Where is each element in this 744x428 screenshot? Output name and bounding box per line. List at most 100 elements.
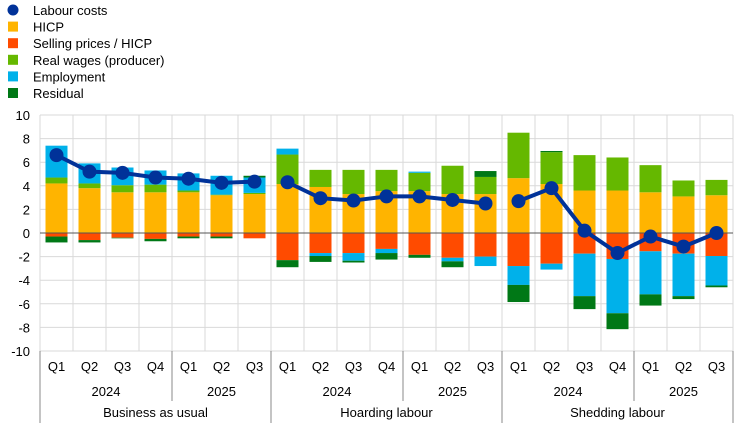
bar-residual [111,237,134,239]
bar-selling-prices-hicp [573,233,596,254]
bar-employment [342,253,365,261]
bar-selling-prices-hicp [375,233,398,249]
bar-real-wages-producer- [177,190,200,193]
legend-marker-square [8,88,18,98]
bar-real-wages-producer- [144,184,167,193]
line-point [379,189,394,204]
x-tick-label: Q3 [708,359,725,374]
bar-real-wages-producer- [243,192,266,195]
bar-employment [672,253,695,297]
line-point [676,239,691,254]
legend-label: Real wages (producer) [33,53,165,68]
legend-label: Residual [33,86,84,101]
year-label: 2025 [669,384,698,399]
x-tick-label: Q3 [576,359,593,374]
bar-employment [507,266,530,285]
bar-residual [408,254,431,258]
bar-selling-prices-hicp [144,233,167,239]
bar-selling-prices-hicp [309,233,332,254]
bar-residual [474,171,497,177]
bar-selling-prices-hicp [210,233,233,237]
x-tick-label: Q2 [213,359,230,374]
line-point [577,223,592,238]
line-point [148,170,163,185]
x-tick-label: Q3 [345,359,362,374]
x-tick-label: Q1 [642,359,659,374]
bar-hicp [276,184,299,233]
year-label: 2025 [438,384,467,399]
x-tick-label: Q2 [81,359,98,374]
bar-hicp [210,195,233,233]
bar-real-wages-producer- [573,155,596,191]
x-tick-label: Q4 [378,359,395,374]
bar-selling-prices-hicp [243,233,266,239]
bar-hicp [408,191,431,233]
bar-hicp [705,195,728,233]
bar-residual [441,261,464,268]
bar-hicp [111,192,134,233]
line-point [445,192,460,207]
bar-real-wages-producer- [672,180,695,197]
bar-hicp [639,192,662,233]
line-point [643,229,658,244]
bar-employment [573,253,596,297]
bar-employment [606,258,629,314]
bar-residual [573,296,596,310]
bar-residual [705,285,728,288]
x-tick-label: Q1 [279,359,296,374]
bar-residual [276,260,299,268]
year-label: 2024 [92,384,121,399]
bar-employment [540,263,563,270]
x-tick-label: Q3 [114,359,131,374]
line-point [313,191,328,206]
y-tick-label: 8 [23,132,30,147]
line-point [247,174,262,189]
bar-selling-prices-hicp [177,233,200,237]
x-tick-label: Q3 [246,359,263,374]
bar-employment [276,148,299,155]
bar-selling-prices-hicp [705,233,728,257]
legend-label: Selling prices / HICP [33,36,152,51]
bar-residual [309,256,332,262]
bar-residual [606,313,629,330]
x-tick-label: Q4 [609,359,626,374]
legend-label: Employment [33,69,106,84]
bar-residual [177,236,200,239]
y-tick-label: -8 [18,320,30,335]
bar-selling-prices-hicp [540,233,563,264]
x-tick-label: Q1 [48,359,65,374]
bar-hicp [375,191,398,233]
bar-real-wages-producer- [111,185,134,193]
bar-real-wages-producer- [639,165,662,193]
x-tick-label: Q1 [411,359,428,374]
bar-hicp [144,192,167,233]
y-tick-label: 6 [23,155,30,170]
group-label: Business as usual [103,405,208,420]
x-tick-label: Q2 [675,359,692,374]
legend-marker-square [8,54,18,65]
y-tick-label: -10 [11,344,30,359]
year-label: 2024 [554,384,583,399]
bar-hicp [243,194,266,233]
bar-selling-prices-hicp [276,233,299,261]
line-point [412,189,427,204]
line-point [49,148,64,163]
year-label: 2025 [207,384,236,399]
bar-selling-prices-hicp [342,233,365,254]
x-tick-label: Q4 [147,359,164,374]
legend-marker-circle [7,4,19,16]
legend-marker-square [8,21,18,32]
bar-hicp [78,188,101,233]
bar-selling-prices-hicp [408,233,431,255]
bar-real-wages-producer- [210,194,233,196]
bar-residual [144,238,167,242]
bar-selling-prices-hicp [111,233,134,238]
bar-selling-prices-hicp [474,233,497,257]
bar-residual [45,236,68,243]
legend-marker-square [8,38,18,49]
bar-selling-prices-hicp [78,233,101,241]
bar-real-wages-producer- [375,169,398,192]
y-axis: -10 -8 -6 -4 -2 0 2 4 6 8 10 [11,108,30,359]
